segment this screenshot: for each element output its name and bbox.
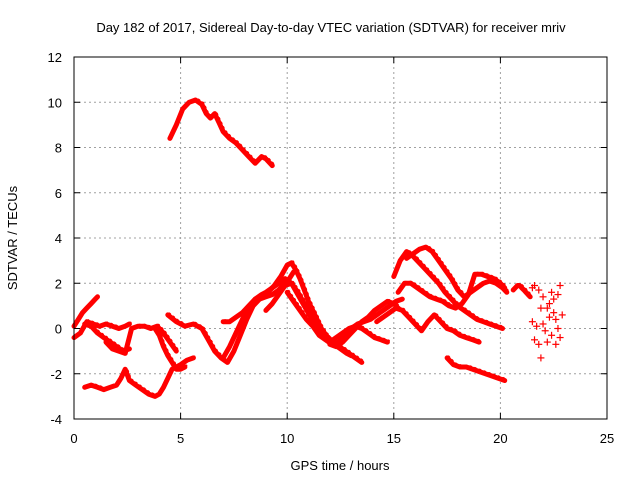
series-arc-o-texture [398,271,508,308]
plus-marker [531,336,539,344]
x-tick-label: 15 [387,431,401,446]
series-arc-o [395,271,508,311]
plus-marker [554,325,562,332]
series-arc-k-texture [287,289,405,344]
x-tick-label: 20 [493,431,507,446]
plus-marker [535,286,543,294]
plus-marker [552,315,560,323]
series-arc-p [374,305,482,345]
series-arc-e [82,355,196,399]
plus-marker [539,293,547,301]
scatter-layer [528,282,566,362]
plus-marker [556,334,564,342]
series-arc-n-texture [407,244,510,297]
chart-title: Day 182 of 2017, Sidereal Day-to-day VTE… [96,20,566,35]
series-arc-f-texture [155,326,188,369]
series-arc-p-texture [377,305,482,342]
plus-marker [558,311,566,319]
y-axis-label: SDTVAR / TECUs [5,185,20,290]
y-tick-labels: -4 -2 0 2 4 6 8 10 12 [48,50,62,427]
x-tick-label: 10 [280,431,294,446]
series-arc-q [444,355,508,383]
plus-marker [554,291,562,299]
x-tick-label: 25 [600,431,614,446]
series-arc-d [103,323,179,356]
x-tick-labels: 0 5 10 15 20 25 [70,431,614,446]
series-arc-r-texture [513,283,533,297]
plus-marker [537,354,545,362]
series-layer [71,97,533,399]
y-tick-label: 10 [48,95,62,110]
y-tick-label: 8 [55,141,62,156]
plus-marker [539,320,547,328]
plus-marker [550,295,558,303]
plus-marker [548,288,556,296]
plus-marker [528,318,536,326]
plus-marker [550,309,558,317]
x-tick-label: 5 [177,431,184,446]
plus-marker [552,340,560,348]
series-arc-c-texture [85,321,132,351]
series-arc-n [404,244,510,300]
plus-marker [528,284,536,292]
y-tick-label: 12 [48,50,62,65]
series-arc-g-texture [168,269,297,362]
series-arc-l-texture [330,298,401,347]
series-arc-d-texture [106,323,179,353]
series-arc-f [152,326,188,372]
y-tick-label: -4 [50,412,62,427]
grid-lines [74,57,607,419]
series-arc-high [167,97,275,169]
plus-marker [533,322,541,330]
plus-marker [543,338,551,346]
series-arc-high-texture [170,97,275,166]
x-axis-label: GPS time / hours [291,458,390,473]
x-tick-label: 0 [70,431,77,446]
plus-marker [541,327,549,335]
plus-marker [556,282,564,290]
series-arc-m-texture [394,249,505,328]
y-tick-label: 2 [55,276,62,291]
y-tick-label: 4 [55,231,62,246]
plus-marker [545,313,553,321]
y-tick-label: 6 [55,186,62,201]
series-arc-a-texture [74,294,100,326]
series-arc-j-texture [266,280,390,342]
plus-marker [543,304,551,312]
plus-marker [537,304,545,312]
y-tick-label: 0 [55,322,62,337]
plus-marker [548,331,556,339]
plus-marker [545,300,553,308]
plus-marker [535,340,543,348]
axis-ticks [73,56,608,420]
y-tick-label: -2 [50,367,62,382]
